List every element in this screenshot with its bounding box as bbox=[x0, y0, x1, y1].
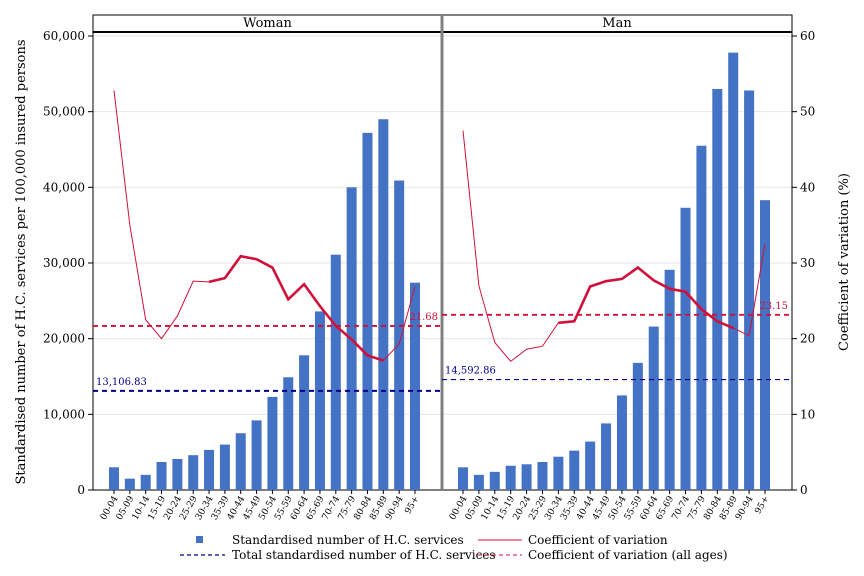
bar bbox=[537, 462, 548, 490]
panel-title: Man bbox=[602, 16, 632, 31]
total-label: 13,106.83 bbox=[96, 377, 147, 388]
bar bbox=[394, 180, 405, 491]
bar bbox=[696, 145, 707, 490]
y-left-tick-label: 0 bbox=[77, 483, 85, 497]
bar bbox=[188, 455, 199, 490]
bar bbox=[458, 467, 468, 490]
y-axis-left-label: Standardised number of H.C. services per… bbox=[14, 39, 29, 484]
bar bbox=[172, 458, 183, 490]
bar bbox=[124, 478, 135, 490]
y-left-tick-label: 60,000 bbox=[43, 29, 85, 43]
y-right-tick-label: 10 bbox=[800, 407, 815, 421]
bar bbox=[109, 467, 119, 490]
y-left-tick-label: 40,000 bbox=[43, 180, 85, 194]
bar bbox=[235, 433, 246, 490]
y-right-tick-label: 40 bbox=[800, 180, 815, 194]
legend: Standardised number of H.C. services Tot… bbox=[180, 533, 728, 562]
y-left-tick-label: 20,000 bbox=[43, 332, 85, 346]
y-left-tick-label: 10,000 bbox=[43, 407, 85, 421]
panel-title: Woman bbox=[243, 16, 292, 31]
legend-swatch-bars bbox=[196, 536, 203, 543]
bar bbox=[712, 88, 723, 490]
bar bbox=[601, 423, 612, 490]
bar bbox=[156, 462, 167, 490]
cv-all-label: 23.15 bbox=[759, 301, 788, 312]
bar bbox=[585, 441, 596, 490]
bar bbox=[140, 474, 151, 490]
cv-all-label: 21.68 bbox=[409, 312, 438, 323]
bar bbox=[728, 52, 739, 490]
legend-label-bars: Standardised number of H.C. services bbox=[232, 533, 464, 547]
bar bbox=[616, 395, 627, 490]
legend-label-total: Total standardised number of H.C. servic… bbox=[232, 548, 496, 562]
y-right-tick-label: 60 bbox=[800, 29, 815, 43]
bar bbox=[680, 207, 691, 490]
bar bbox=[648, 326, 659, 490]
bar bbox=[267, 396, 278, 490]
bar bbox=[744, 90, 755, 490]
bar bbox=[410, 282, 420, 490]
bar bbox=[760, 200, 770, 491]
bar bbox=[219, 444, 230, 490]
bar bbox=[299, 355, 310, 490]
bar bbox=[632, 362, 643, 490]
bar bbox=[553, 456, 564, 490]
legend-label-cv: Coefficient of variation bbox=[528, 533, 668, 547]
cv-line-emphasis bbox=[558, 265, 734, 330]
cv-line-emphasis bbox=[208, 254, 384, 362]
legend-label-cv-all: Coefficient of variation (all ages) bbox=[528, 548, 728, 562]
y-left-tick-label: 30,000 bbox=[43, 256, 85, 270]
bar bbox=[489, 471, 500, 490]
y-right-tick-label: 30 bbox=[800, 256, 815, 270]
bar bbox=[204, 449, 215, 490]
x-tick-label: 95+ bbox=[403, 495, 421, 516]
bar bbox=[314, 311, 325, 490]
y-right-tick-label: 0 bbox=[800, 483, 808, 497]
bar bbox=[251, 420, 262, 490]
y-axis-right-label: Coefficient of variation (%) bbox=[837, 173, 852, 351]
bar bbox=[505, 465, 516, 490]
bar bbox=[362, 132, 373, 490]
y-right-tick-label: 20 bbox=[800, 332, 815, 346]
y-left-tick-label: 50,000 bbox=[43, 105, 85, 119]
bar bbox=[330, 254, 341, 490]
y-right-tick-label: 50 bbox=[800, 105, 815, 119]
bar bbox=[473, 474, 484, 490]
x-tick-label: 95+ bbox=[753, 495, 771, 516]
bar bbox=[283, 377, 294, 490]
total-label: 14,592.86 bbox=[445, 366, 496, 377]
plot-layer: Woman Man 0 10,000 20,000 30,000 40,000 50,000 6… bbox=[43, 14, 815, 522]
bar bbox=[521, 464, 532, 490]
bar bbox=[569, 450, 580, 490]
bar bbox=[378, 119, 389, 490]
